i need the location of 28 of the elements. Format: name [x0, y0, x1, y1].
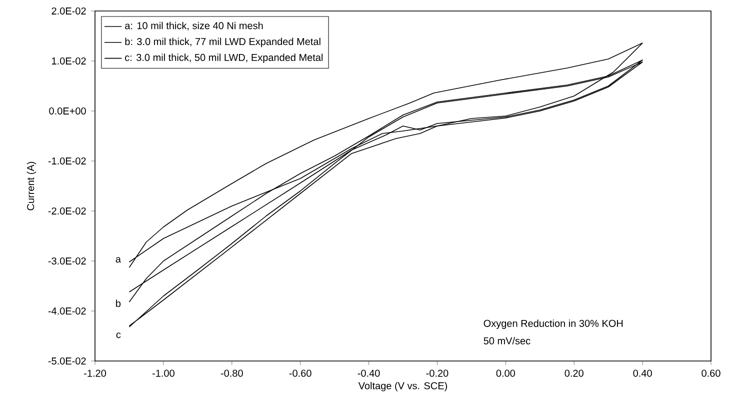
annotation: 50 mV/sec	[484, 337, 530, 344]
x-tick-label: -0.40	[358, 370, 380, 377]
x-tick-label: -1.00	[152, 370, 174, 377]
y-tick-label: 0.0E+00	[49, 107, 86, 115]
y-tick-label: -2.0E-02	[48, 207, 86, 215]
y-tick-label: -1.0E-02	[48, 157, 86, 165]
x-tick-label: -0.60	[289, 370, 312, 377]
y-tick-label: -4.0E-02	[48, 307, 86, 315]
y-tick-label: 2.0E-02	[52, 7, 86, 15]
x-tick-label: 0.00	[496, 370, 516, 377]
legend-label: c: 3.0 mil thick, 50 mil LWD, Expanded Metal	[125, 54, 323, 63]
y-tick-label: 1.0E-02	[52, 57, 86, 65]
x-tick-label: 0.20	[564, 370, 584, 377]
annotation: Oxygen Reduction in 30% KOH	[484, 320, 623, 329]
x-axis-title: Voltage (V vs. SCE)	[358, 382, 448, 392]
y-tick-label: -3.0E-02	[48, 257, 86, 265]
x-tick-label: 0.60	[702, 370, 720, 377]
legend-label: b: 3.0 mil thick, 77 mil LWD Expanded Metal	[125, 38, 320, 48]
x-tick-label: -0.80	[220, 370, 243, 377]
annotation: a	[116, 257, 121, 263]
annotation: b	[116, 300, 121, 307]
legend-label: a: 10 mil thick, size 40 Ni mesh	[125, 22, 263, 30]
x-tick-label: -1.20	[84, 370, 106, 377]
y-tick-label: -5.0E-02	[48, 357, 86, 365]
x-tick-label: -0.20	[426, 370, 448, 377]
x-tick-label: 0.40	[633, 370, 652, 377]
y-axis-title: Current (A)	[26, 162, 36, 210]
annotation: c	[116, 332, 121, 338]
